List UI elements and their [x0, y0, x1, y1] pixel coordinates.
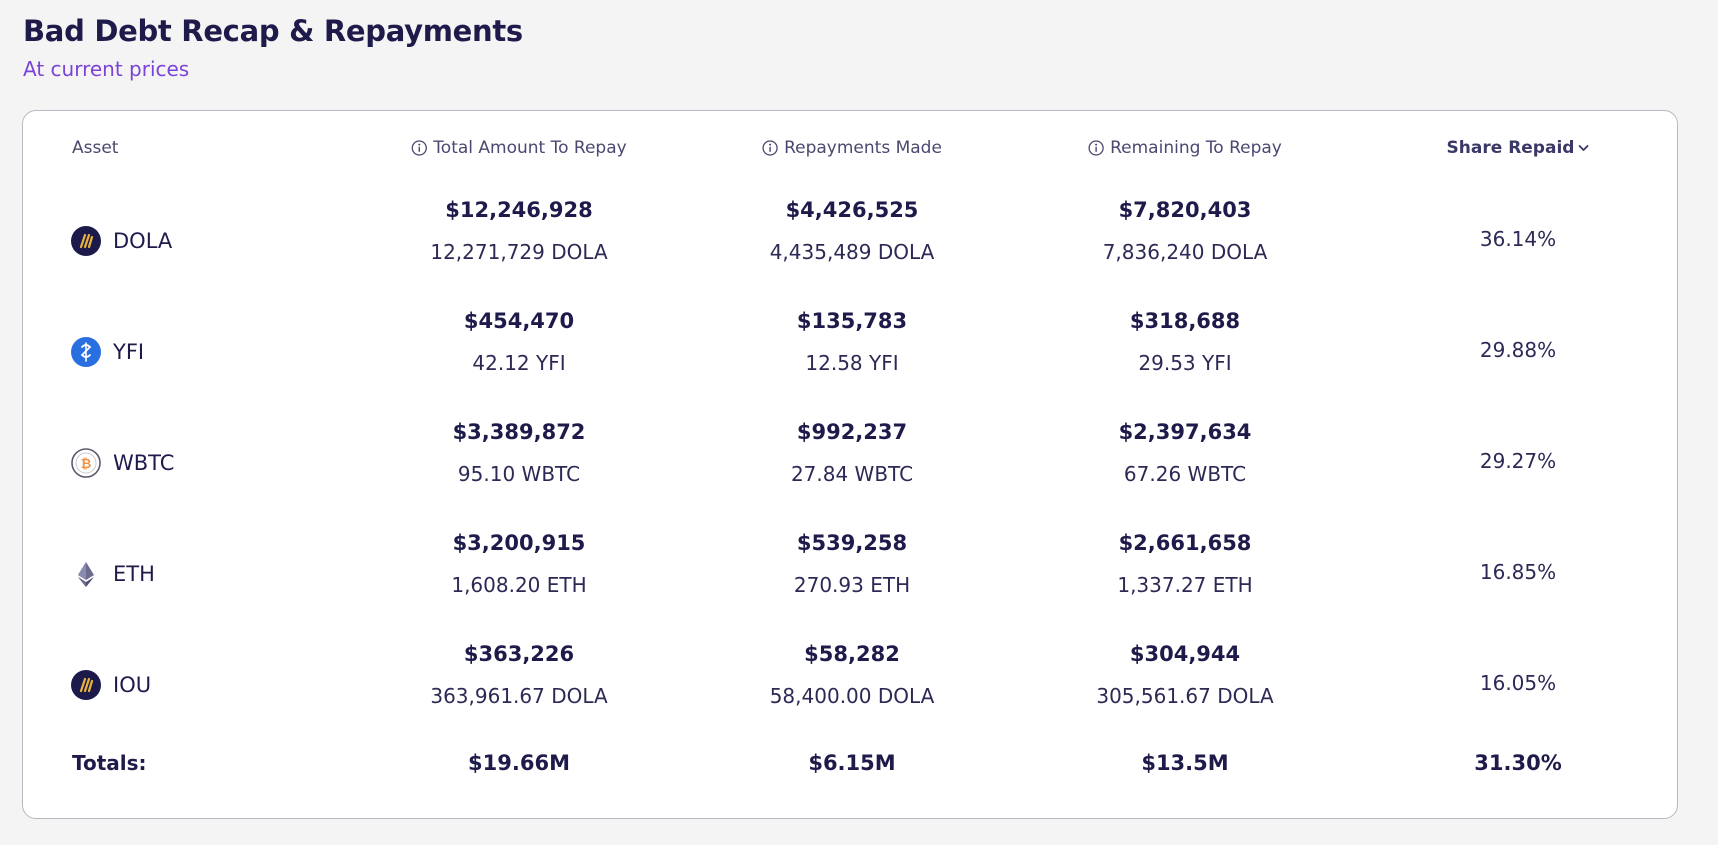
asset-cell: ₿ WBTC	[71, 448, 174, 478]
remaining-amount: 29.53 YFI	[1138, 351, 1232, 375]
repaid-cell: $539,258 270.93 ETH	[794, 529, 910, 598]
column-header-remaining: Remaining To Repay	[1088, 138, 1282, 158]
column-header-total: Total Amount To Repay	[411, 138, 627, 158]
column-header-repaid: Repayments Made	[762, 138, 942, 158]
repaid-amount: 27.84 WBTC	[790, 462, 914, 486]
sort-share-repaid-button[interactable]: Share Repaid	[1447, 138, 1590, 158]
asset-name: WBTC	[113, 451, 175, 475]
total-usd: $3,200,915	[452, 531, 586, 555]
remaining-cell: $2,661,658 1,337.27 ETH	[1117, 529, 1252, 598]
wbtc-icon: ₿	[71, 448, 101, 478]
total-cell: $3,200,915 1,608.20 ETH	[451, 529, 586, 598]
eth-icon	[78, 562, 94, 587]
remaining-usd: $7,820,403	[1118, 198, 1252, 222]
repaid-amount: 58,400.00 DOLA	[769, 684, 935, 708]
asset-cell: ETH	[71, 559, 155, 589]
share-repaid-value: 16.85%	[1479, 560, 1557, 584]
remaining-amount: 67.26 WBTC	[1123, 462, 1247, 486]
share-repaid-value: 36.14%	[1479, 227, 1557, 251]
column-header-asset-label: Asset	[72, 138, 119, 158]
total-cell: $12,246,928 12,271,729 DOLA	[430, 196, 607, 265]
page-title: Bad Debt Recap & Repayments	[23, 14, 523, 48]
remaining-amount: 305,561.67 DOLA	[1096, 684, 1274, 708]
total-amount: 12,271,729 DOLA	[430, 240, 608, 264]
table-row: IOU $363,226 363,961.67 DOLA $58,282 58,…	[23, 640, 1677, 751]
totals-label: Totals:	[72, 751, 147, 775]
asset-cell: YFI	[71, 337, 144, 367]
total-usd: $363,226	[463, 642, 575, 666]
share-repaid-value: 29.88%	[1479, 338, 1557, 362]
asset-name: DOLA	[113, 229, 173, 253]
remaining-cell: $7,820,403 7,836,240 DOLA	[1103, 196, 1268, 265]
yfi-icon	[71, 337, 101, 367]
repaid-amount: 270.93 ETH	[793, 573, 911, 597]
remaining-usd: $2,661,658	[1118, 531, 1252, 555]
remaining-cell: $304,944 305,561.67 DOLA	[1096, 640, 1273, 709]
page-subtitle: At current prices	[23, 57, 190, 81]
repaid-amount: 4,435,489 DOLA	[769, 240, 935, 264]
table-row: ETH $3,200,915 1,608.20 ETH $539,258 270…	[23, 529, 1677, 640]
remaining-cell: $318,688 29.53 YFI	[1130, 307, 1240, 376]
asset-cell: DOLA	[71, 226, 172, 256]
repaid-cell: $4,426,525 4,435,489 DOLA	[770, 196, 935, 265]
remaining-amount: 7,836,240 DOLA	[1102, 240, 1268, 264]
remaining-amount: 1,337.27 ETH	[1117, 573, 1253, 597]
bad-debt-table-card: Asset Total Amount To Repay Repayments M…	[22, 110, 1678, 819]
total-amount: 42.12 YFI	[472, 351, 566, 375]
totals-repaid: $6.15M	[808, 751, 896, 775]
column-header-asset: Asset	[72, 138, 118, 158]
total-usd: $454,470	[463, 309, 575, 333]
asset-name: YFI	[113, 340, 145, 364]
table-row: YFI $454,470 42.12 YFI $135,783 12.58 YF…	[23, 307, 1677, 418]
repaid-cell: $58,282 58,400.00 DOLA	[770, 640, 935, 709]
repaid-usd: $4,426,525	[785, 198, 919, 222]
total-amount: 363,961.67 DOLA	[430, 684, 608, 708]
total-usd: $3,389,872	[452, 420, 586, 444]
svg-text:₿: ₿	[81, 457, 92, 472]
asset-name: ETH	[113, 562, 155, 586]
total-amount: 1,608.20 ETH	[451, 573, 587, 597]
remaining-usd: $2,397,634	[1118, 420, 1252, 444]
dola-icon	[71, 226, 101, 256]
column-header-remaining-label: Remaining To Repay	[1110, 138, 1282, 158]
asset-cell: IOU	[71, 670, 151, 700]
repaid-amount: 12.58 YFI	[805, 351, 899, 375]
totals-remaining: $13.5M	[1141, 751, 1229, 775]
info-icon[interactable]	[1088, 140, 1104, 156]
repaid-usd: $992,237	[796, 420, 908, 444]
chevron-down-icon	[1578, 145, 1589, 151]
total-cell: $454,470 42.12 YFI	[464, 307, 574, 376]
table-row: ₿ WBTC $3,389,872 95.10 WBTC $992,237 27…	[23, 418, 1677, 529]
remaining-usd: $318,688	[1129, 309, 1241, 333]
repaid-usd: $58,282	[804, 642, 900, 666]
repaid-usd: $135,783	[796, 309, 908, 333]
totals-share: 31.30%	[1474, 751, 1562, 775]
repaid-cell: $992,237 27.84 WBTC	[791, 418, 913, 487]
total-cell: $363,226 363,961.67 DOLA	[430, 640, 607, 709]
share-repaid-value: 29.27%	[1479, 449, 1557, 473]
total-amount: 95.10 WBTC	[457, 462, 581, 486]
totals-total: $19.66M	[468, 751, 570, 775]
info-icon[interactable]	[411, 140, 427, 156]
info-icon[interactable]	[762, 140, 778, 156]
remaining-cell: $2,397,634 67.26 WBTC	[1119, 418, 1252, 487]
repaid-usd: $539,258	[796, 531, 908, 555]
table-row: DOLA $12,246,928 12,271,729 DOLA $4,426,…	[23, 196, 1677, 307]
asset-name: IOU	[113, 673, 152, 697]
total-usd: $12,246,928	[445, 198, 593, 222]
share-repaid-value: 16.05%	[1479, 671, 1557, 695]
column-header-repaid-label: Repayments Made	[784, 138, 942, 158]
repaid-cell: $135,783 12.58 YFI	[797, 307, 907, 376]
column-header-share-label: Share Repaid	[1446, 138, 1575, 158]
dola-icon	[71, 670, 101, 700]
remaining-usd: $304,944	[1129, 642, 1241, 666]
total-cell: $3,389,872 95.10 WBTC	[453, 418, 586, 487]
column-header-total-label: Total Amount To Repay	[433, 138, 627, 158]
